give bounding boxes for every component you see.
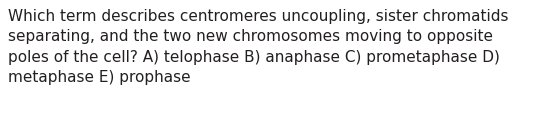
Text: Which term describes centromeres uncoupling, sister chromatids
separating, and t: Which term describes centromeres uncoupl… <box>8 9 508 85</box>
